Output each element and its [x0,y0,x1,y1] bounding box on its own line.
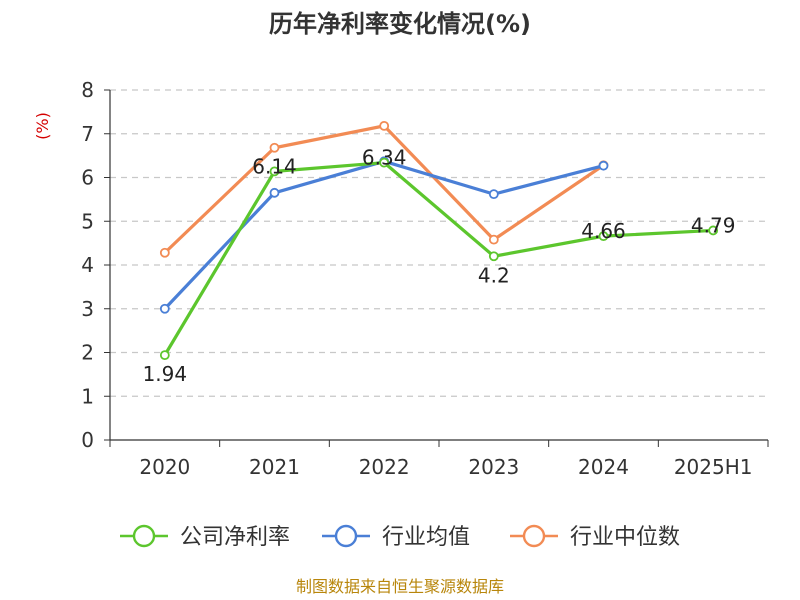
legend-swatch-marker [522,524,546,548]
data-point [269,142,280,153]
series-lines [159,120,719,361]
legend-label: 公司净利率 [180,525,290,550]
y-tick-label: 5 [81,209,94,233]
data-label: 4.2 [478,263,510,287]
data-point [269,187,280,198]
y-tick-label: 1 [81,384,94,408]
x-tick-label: 2024 [578,455,629,479]
source-note: 制图数据来自恒生聚源数据库 [296,577,504,596]
data-point [269,166,280,177]
legend-label: 行业均值 [382,525,470,550]
legend-item-1[interactable]: 行业均值 [322,524,470,550]
y-tick-label: 3 [81,297,94,321]
x-tick-label: 2023 [468,455,519,479]
data-point [159,303,170,314]
data-point [488,251,499,262]
data-point [708,225,719,236]
legend-item-2[interactable]: 行业中位数 [510,524,680,550]
y-axis-unit-label: (%) [33,112,52,140]
legend-swatch-marker [334,524,358,548]
legend-item-0[interactable]: 公司净利率 [120,524,290,550]
x-tick-label: 2025H1 [674,455,753,479]
grid-lines [110,89,768,397]
data-label: 6.34 [362,146,407,170]
x-tick-label: 2020 [139,455,190,479]
series-line-0 [163,161,715,357]
data-point [488,189,499,200]
data-point [598,160,609,171]
y-tick-label: 0 [81,428,94,452]
x-tick-label: 2022 [359,455,410,479]
y-tick-label: 4 [81,253,94,277]
data-point [159,247,170,258]
y-tick-label: 2 [81,341,94,365]
y-tick-label: 6 [81,166,94,190]
y-tick-label: 7 [81,122,94,146]
data-point [379,120,390,131]
data-labels: 1.94 6.14 6.34 4.2 4.66 4.79 [143,146,736,387]
data-point [488,234,499,245]
y-tick-label: 8 [81,78,94,102]
legend-swatch-marker [132,524,156,548]
data-label: 4.79 [691,213,736,237]
series-line-1 [163,159,606,311]
chart-title: 历年净利率变化情况(%) [269,10,531,38]
data-point [379,157,390,168]
x-tick-label: 2021 [249,455,300,479]
axes: 0 1 2 3 4 5 6 7 8 2020 2021 2022 2023 2024 2025H1 [81,78,769,479]
legend-label: 行业中位数 [570,525,680,550]
data-label: 6.14 [252,154,297,178]
data-label: 4.66 [581,219,626,243]
data-point [159,350,170,361]
data-point [598,231,609,242]
data-label: 1.94 [143,362,188,386]
legend[interactable]: 公司净利率 行业均值 行业中位数 [120,524,680,550]
